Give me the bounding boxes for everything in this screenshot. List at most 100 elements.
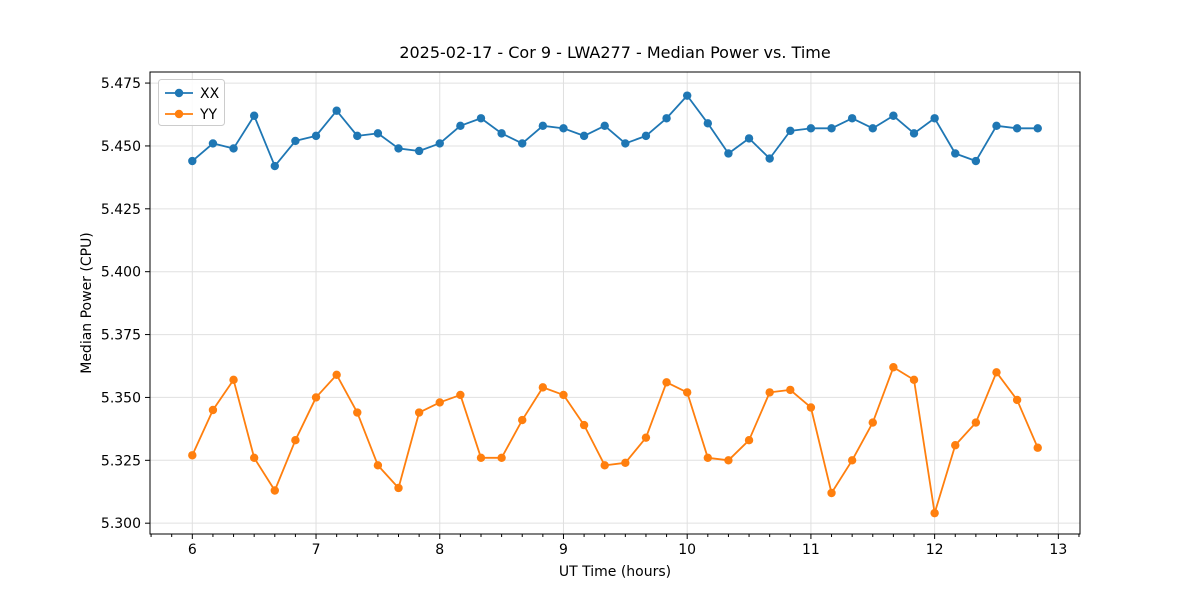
legend-label-yy: YY: [199, 107, 218, 123]
data-point-yy: [208, 405, 218, 415]
data-point-yy: [332, 370, 341, 380]
data-point-xx: [435, 139, 444, 148]
y-axis-label: Median Power (CPU): [79, 232, 95, 374]
y-tick-label: 5.325: [101, 453, 141, 469]
x-axis-label: UT Time (hours): [559, 564, 671, 580]
data-point-yy: [682, 388, 692, 397]
data-point-xx: [394, 144, 403, 153]
data-point-yy: [559, 390, 568, 400]
data-point-xx: [311, 131, 321, 141]
data-point-xx: [786, 126, 795, 136]
x-tick-label: 13: [1049, 542, 1067, 558]
data-point-yy: [889, 363, 898, 372]
data-point-yy: [786, 385, 795, 395]
data-point-xx: [806, 124, 816, 133]
y-tick-label: 5.350: [101, 390, 141, 406]
data-point-yy: [373, 461, 383, 470]
data-point-yy: [971, 418, 981, 427]
data-point-yy: [600, 461, 609, 470]
data-point-xx: [909, 129, 919, 138]
data-point-xx: [600, 121, 609, 131]
data-point-yy: [930, 508, 939, 518]
data-point-yy: [497, 453, 506, 462]
data-point-xx: [992, 121, 1001, 131]
data-point-xx: [497, 129, 506, 138]
data-point-xx: [518, 139, 527, 148]
x-tick-label: 8: [435, 542, 444, 558]
x-tick-label: 6: [188, 542, 197, 558]
data-point-xx: [559, 124, 568, 133]
data-point-xx: [641, 131, 651, 141]
x-tick-label: 12: [926, 542, 944, 558]
data-point-xx: [724, 149, 733, 158]
data-point-xx: [951, 149, 960, 158]
data-point-xx: [208, 139, 218, 148]
data-point-yy: [909, 375, 919, 385]
y-tick-label: 5.450: [101, 139, 141, 155]
series-line-xx: [191, 94, 1038, 167]
x-tick-label: 11: [802, 542, 820, 558]
data-point-xx: [229, 144, 238, 153]
data-point-yy: [724, 456, 733, 465]
y-tick-label: 5.425: [101, 202, 141, 218]
data-point-yy: [476, 453, 486, 462]
data-point-yy: [249, 453, 259, 462]
data-point-yy: [1033, 443, 1042, 452]
x-tick-label: 10: [678, 542, 696, 558]
data-point-xx: [621, 139, 630, 148]
data-point-xx: [662, 114, 671, 123]
axes: 6 7 8 9 10 11 12 13 5.300 5.325 5.350 5.375 5.400 5.4…: [101, 71, 1081, 558]
data-point-yy: [353, 408, 362, 417]
legend-entry-xx: XX: [165, 86, 220, 102]
data-point-yy: [806, 403, 816, 412]
data-point-xx: [456, 121, 465, 131]
data-point-xx: [188, 156, 197, 166]
data-point-xx: [682, 91, 692, 100]
data-point-xx: [373, 129, 383, 138]
data-point-xx: [476, 114, 486, 123]
data-point-yy: [868, 418, 877, 427]
data-point-yy: [641, 433, 651, 442]
data-point-xx: [1033, 124, 1042, 133]
y-tick-label: 5.375: [101, 328, 141, 344]
data-point-yy: [456, 390, 465, 400]
data-point-yy: [951, 441, 960, 450]
data-point-yy: [992, 368, 1001, 377]
data-point-yy: [621, 458, 630, 468]
data-point-xx: [249, 111, 259, 120]
data-point-xx: [765, 154, 774, 163]
data-point-xx: [332, 106, 341, 115]
plot-border: [149, 71, 1081, 535]
legend-marker-xx: [174, 88, 184, 98]
data-point-yy: [414, 408, 424, 417]
data-point-xx: [889, 111, 898, 120]
data-point-yy: [765, 388, 774, 397]
data-point-xx: [353, 131, 362, 141]
legend: XX YY: [158, 79, 225, 126]
data-point-yy: [394, 483, 403, 493]
chart-title: 2025-02-17 - Cor 9 - LWA277 - Median Pow…: [399, 43, 830, 62]
data-point-xx: [291, 136, 300, 146]
data-point-xx: [930, 114, 939, 123]
data-point-xx: [538, 121, 548, 131]
data-point-xx: [414, 146, 424, 156]
data-point-xx: [827, 124, 836, 133]
y-tick-label: 5.400: [101, 265, 141, 281]
data-point-yy: [847, 456, 857, 465]
data-point-yy: [538, 383, 548, 392]
data-point-xx: [703, 119, 713, 128]
data-point-yy: [1012, 395, 1022, 405]
data-point-yy: [229, 375, 238, 385]
legend-marker-yy: [174, 109, 184, 119]
data-point-yy: [435, 398, 444, 407]
data-point-xx: [744, 134, 754, 143]
y-tick-label: 5.475: [101, 76, 141, 92]
data-point-xx: [868, 124, 877, 133]
x-tick-label: 7: [312, 542, 321, 558]
gridlines: [150, 72, 1080, 534]
legend-label-xx: XX: [200, 86, 220, 102]
data-point-yy: [188, 451, 197, 460]
data-point-xx: [1012, 124, 1022, 133]
